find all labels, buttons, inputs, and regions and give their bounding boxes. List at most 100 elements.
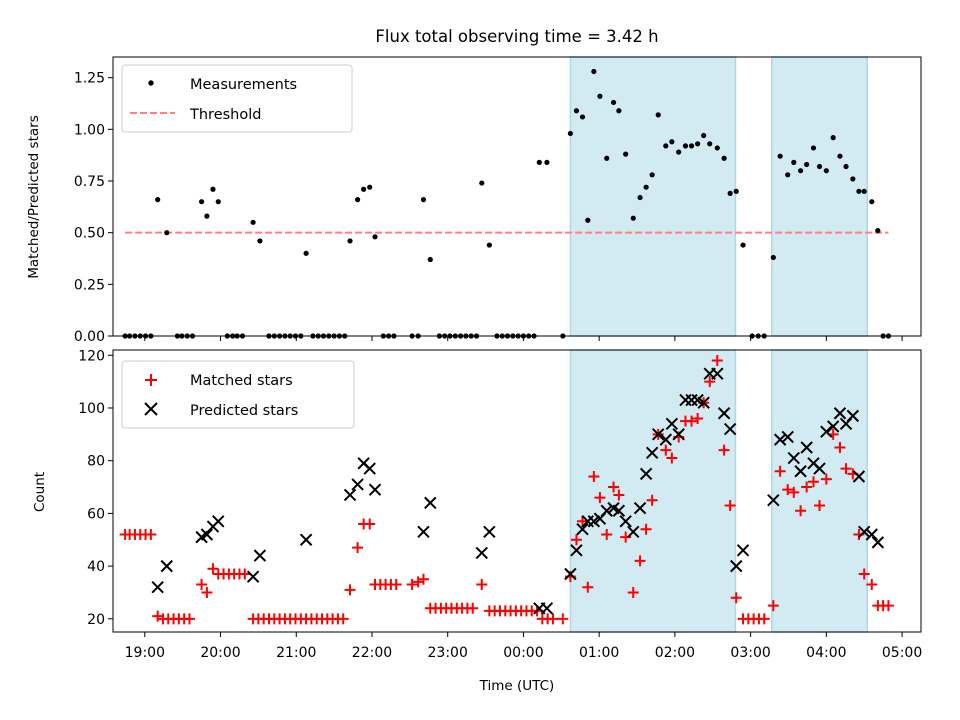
measurement-point <box>869 199 875 205</box>
measurement-point <box>823 168 829 174</box>
predicted-star-marker <box>865 528 878 541</box>
predicted-star-marker <box>600 504 613 517</box>
measurement-point <box>597 93 603 99</box>
predicted-star-points <box>151 367 885 615</box>
shaded-span <box>771 349 868 633</box>
matched-star-marker <box>820 473 832 485</box>
matched-star-marker <box>660 444 672 456</box>
legend-measurement-dot <box>148 80 154 86</box>
predicted-star-marker <box>200 528 214 541</box>
matched-star-marker <box>352 542 364 554</box>
measurement-point <box>837 153 843 159</box>
top-y-axis-label: Matched/Predicted stars <box>26 115 42 278</box>
matched-star-marker <box>724 499 736 511</box>
matched-star-marker <box>840 463 852 475</box>
bottom-shaded-spans <box>569 349 868 633</box>
shaded-span <box>569 349 737 633</box>
measurement-point <box>688 143 695 149</box>
x-tick-label: 03:00 <box>730 645 770 661</box>
measurement-point <box>816 163 823 170</box>
bottom-legend-box <box>121 360 355 429</box>
matched-star-marker <box>239 568 251 580</box>
matched-star-marker <box>588 471 600 483</box>
legend-matched-label: Matched stars <box>190 373 293 389</box>
measurement-point <box>420 197 427 203</box>
measurement-point <box>616 108 622 114</box>
bottom-x-ticks: 19:00 20:00 21:00 22:00 23:00 00:00 01:00 02:00… <box>125 632 922 661</box>
top-panel: Flux total observing time = 3.42 h 0.000… <box>26 27 922 345</box>
measurement-point <box>804 161 810 168</box>
matched-star-marker <box>145 528 157 540</box>
matched-star-marker <box>788 486 800 498</box>
matched-star-marker <box>782 484 794 496</box>
matched-star-marker <box>666 452 678 464</box>
measurement-point <box>740 242 746 248</box>
predicted-star-marker <box>665 417 679 431</box>
matched-star-marker <box>577 515 589 527</box>
measurement-point <box>682 143 689 149</box>
measurement-point <box>164 230 170 236</box>
predicted-star-marker <box>800 441 813 454</box>
matched-star-marker <box>207 563 219 575</box>
predicted-star-marker <box>633 501 647 515</box>
x-tick-label: 04:00 <box>806 645 846 661</box>
top-y-ticks: 0.00 0.25 0.50 0.75 1.00 1.25 <box>74 71 113 345</box>
measurement-point <box>604 155 610 161</box>
matched-star-marker <box>718 444 730 456</box>
y-tick-label: 40 <box>87 559 105 575</box>
predicted-star-marker <box>787 451 800 465</box>
measurement-point <box>372 234 378 240</box>
measurement-point <box>655 112 661 118</box>
measurement-point <box>215 199 221 205</box>
y-tick-label: 80 <box>87 454 105 470</box>
measurement-point <box>727 190 733 196</box>
predicted-star-marker <box>672 428 685 441</box>
top-axes-frame <box>112 56 922 337</box>
matched-star-marker <box>795 505 807 517</box>
predicted-star-marker <box>781 430 794 444</box>
bottom-panel: 20 40 60 80 100 120 19:00 20:00 21:00 22:00 23:00… <box>32 348 922 694</box>
matched-star-marker <box>196 579 208 591</box>
matched-star-marker <box>390 579 402 591</box>
matched-star-marker <box>152 610 164 622</box>
matched-star-marker <box>406 579 418 591</box>
predicted-star-marker <box>813 462 826 475</box>
predicted-star-marker <box>723 422 737 436</box>
predicted-star-marker <box>475 546 488 560</box>
measurement-point <box>770 254 776 261</box>
x-tick-label: 19:00 <box>125 645 165 661</box>
measurement-point <box>250 219 256 225</box>
matched-star-marker <box>866 579 878 591</box>
predicted-star-marker <box>852 470 866 483</box>
matched-star-marker <box>344 584 356 596</box>
matched-star-marker <box>364 518 376 530</box>
measurement-point <box>701 132 707 139</box>
matched-star-marker <box>711 355 723 367</box>
predicted-star-marker <box>540 602 554 615</box>
legend-threshold-label: Threshold <box>189 107 261 123</box>
measurement-point <box>810 145 817 151</box>
measurement-point <box>733 188 739 194</box>
matched-star-marker <box>858 568 870 580</box>
predicted-star-marker <box>570 544 583 557</box>
predicted-star-marker <box>212 515 225 528</box>
y-tick-label: 1.25 <box>74 71 105 87</box>
matched-star-marker <box>601 528 613 540</box>
matched-star-marker <box>640 523 652 535</box>
measurement-point <box>676 149 682 155</box>
y-tick-label: 120 <box>78 348 105 364</box>
predicted-star-marker <box>794 465 807 478</box>
measurement-point <box>875 228 881 234</box>
matched-star-marker <box>882 600 894 612</box>
x-tick-label: 20:00 <box>200 645 240 661</box>
measurement-point <box>856 188 862 194</box>
matched-star-marker <box>807 476 819 488</box>
matched-star-marker <box>547 613 559 625</box>
predicted-star-marker <box>697 396 710 409</box>
matched-star-marker <box>834 442 846 454</box>
matched-star-marker <box>774 465 786 477</box>
y-tick-label: 0.25 <box>74 277 105 293</box>
predicted-star-marker <box>160 559 173 573</box>
measurement-point <box>347 238 353 244</box>
predicted-star-marker <box>417 525 430 539</box>
